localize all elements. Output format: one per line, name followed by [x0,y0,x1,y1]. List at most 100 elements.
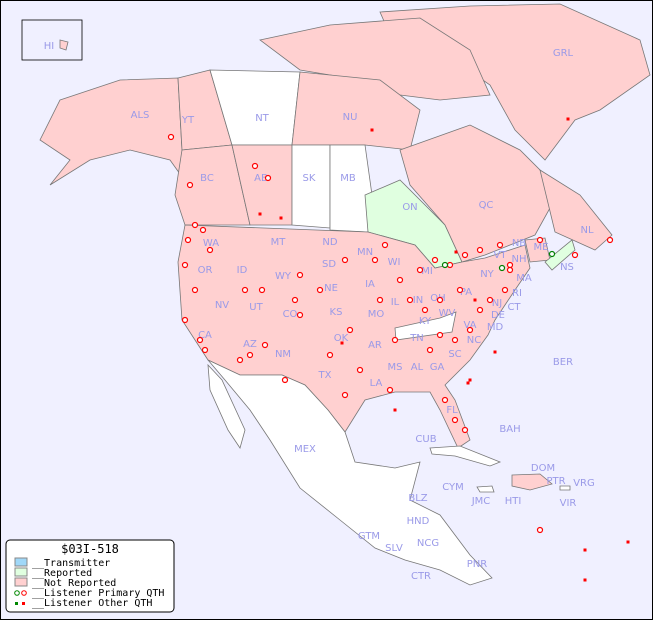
listener-primary-qth-marker [396,276,404,284]
region-label-la: LA [370,378,383,389]
listener-primary-qth-marker [184,236,192,244]
region-label-pa: PA [460,287,472,298]
listener-primary-qth-marker [186,181,194,189]
region-mex [207,359,493,586]
listener-primary-qth-marker [456,286,464,294]
legend-other-qth-icon-green [15,602,18,605]
region-label-hnd: HND [407,516,430,527]
region-label-sk: SK [303,173,316,184]
region-label-ber: BER [553,357,573,368]
listener-primary-qth-marker [606,236,614,244]
listener-primary-qth-marker-reported [498,264,506,272]
region-label-ks: KS [330,307,343,318]
region-label-nt: NT [255,113,269,124]
region-label-jmc: JMC [471,496,491,507]
legend-primary-qth-icon-red [21,590,27,596]
legend-label-primary-qth: __Listener Primary QTH [32,588,164,599]
listener-other-qth-marker [583,578,587,582]
region-label-pnr: PNR [467,559,488,570]
region-label-mt: MT [271,237,287,248]
region-label-ok: OK [334,333,349,344]
listener-primary-qth-marker [191,221,199,229]
listener-primary-qth-marker [258,286,266,294]
legend-title: $03I-518 [61,542,119,556]
region-label-yt: YT [181,115,195,126]
listener-other-qth-marker [493,350,497,354]
legend-label-not-reported: __Not Reported [32,578,116,589]
region-cub [429,445,502,467]
legend-label-other-qth: __Listener Other QTH [32,598,152,609]
region-label-mex: MEX [294,444,316,455]
listener-primary-qth-marker [167,133,175,141]
region-label-gtm: GTM [358,531,380,542]
legend-label-transmitter: __Transmitter [32,558,110,569]
listener-primary-qth-marker [291,296,299,304]
region-label-als: ALS [131,110,150,121]
region-label-ma: MA [516,273,532,284]
listener-primary-qth-marker [296,271,304,279]
region-label-mn: MN [357,247,373,258]
region-label-wi: WI [388,257,401,268]
listener-other-qth-marker [279,216,283,220]
listener-other-qth-marker [393,408,397,412]
region-hi [59,39,69,51]
region-label-slv: SLV [385,543,403,554]
listener-primary-qth-marker [381,241,389,249]
region-label-cub: CUB [415,434,436,445]
region-label-nc: NC [467,335,481,346]
region-label-ct: CT [507,302,521,313]
listener-primary-qth-marker [536,236,544,244]
listener-primary-qth-marker [446,261,454,269]
listener-other-qth-marker [566,117,570,121]
listener-other-qth-marker [454,250,458,254]
region-label-sc: SC [448,349,461,360]
region-label-qc: QC [479,200,494,211]
listener-primary-qth-marker [201,346,209,354]
listener-primary-qth-marker [416,266,424,274]
legend-swatch-not-reported [14,577,28,587]
listener-primary-qth-marker [241,286,249,294]
region-label-nd: ND [322,237,337,248]
listener-primary-qth-marker [451,416,459,424]
listener-primary-qth-marker [451,336,459,344]
region-label-ab: AB [254,173,268,184]
listener-primary-qth-marker [506,266,514,274]
hawaii-inset [21,19,83,61]
region-label-ar: AR [368,340,382,351]
legend-swatch-reported [14,567,28,577]
region-label-or: OR [198,265,213,276]
region-nl [539,169,613,251]
region-label-ctr: CTR [411,571,431,582]
region-label-al: AL [411,362,424,373]
listener-primary-qth-marker [426,346,434,354]
region-label-ut: UT [249,302,263,313]
region-label-mb: MB [340,173,356,184]
region-label-grl: GRL [553,48,574,59]
listener-primary-qth-marker [191,286,199,294]
region-label-vrg: VRG [573,478,595,489]
listener-primary-qth-marker [461,426,469,434]
listener-primary-qth-marker [436,331,444,339]
legend-primary-qth-icon-green [14,590,20,596]
region-label-nj: NJ [492,298,502,309]
region-label-vir: VIR [560,498,577,509]
listener-primary-qth-marker [421,306,429,314]
listener-other-qth-marker [258,212,262,216]
listener-primary-qth-marker [476,246,484,254]
listener-primary-qth-marker [371,256,379,264]
region-label-ptr: PTR [546,476,565,487]
region-label-on: ON [402,202,417,213]
listener-primary-qth-marker [281,376,289,384]
legend-label-reported: __Reported [32,568,92,579]
listener-other-qth-marker [340,341,344,345]
region-label-vt: VT [494,250,508,261]
listener-primary-qth-marker [316,286,324,294]
region-label-nl: NL [580,225,593,236]
region-label-tx: TX [318,370,332,381]
listener-primary-qth-marker-reported [548,250,556,258]
listener-primary-qth-marker [436,296,444,304]
region-label-ne: NE [324,283,338,294]
legend: $03I-518 __Transmitter __Reported __Not … [5,539,175,613]
region-label-nh: NH [512,254,527,265]
